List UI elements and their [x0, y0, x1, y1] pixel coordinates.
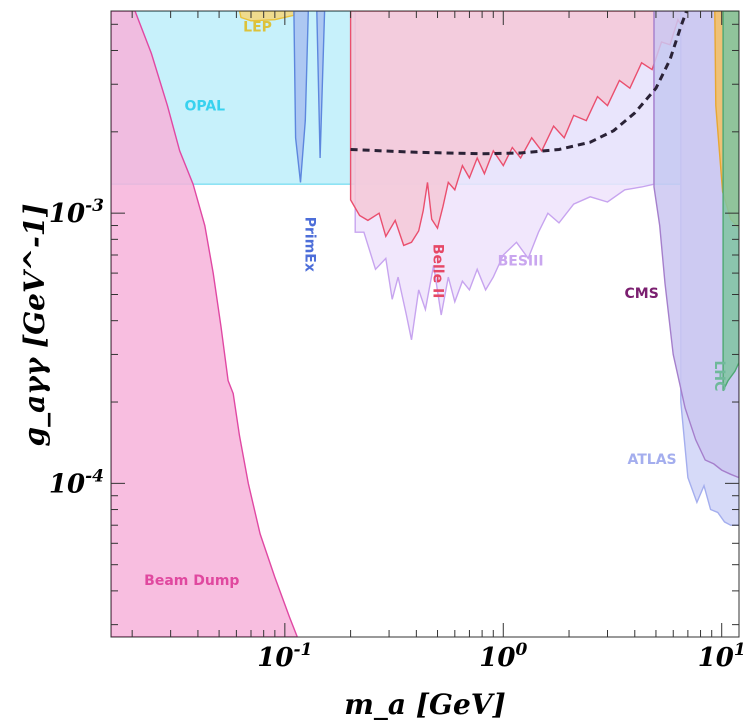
x-tick-label: 101 — [698, 640, 746, 673]
plot-frame — [110, 10, 740, 638]
label-lep: LEP — [243, 20, 272, 36]
region-lhc — [722, 11, 739, 392]
region-beam-dump — [111, 11, 299, 637]
label-lhc: LHC — [711, 360, 727, 391]
x-tick-label: 100 — [479, 640, 527, 673]
label-opal: OPAL — [184, 98, 225, 114]
region-primex — [293, 11, 310, 183]
y-tick-label: 10-4 — [49, 466, 104, 499]
axis-ticks — [111, 11, 739, 637]
label-besiii: BESIII — [498, 254, 544, 270]
label-primex: PrimEx — [301, 217, 317, 272]
exclusion-regions — [111, 11, 739, 637]
projection-curve-group — [350, 11, 688, 156]
region-primex-2 — [316, 11, 326, 159]
projection-curve — [350, 11, 688, 156]
x-tick-label: 10-1 — [257, 640, 312, 673]
label-atlas: ATLAS — [628, 452, 677, 468]
label-cms: CMS — [624, 286, 658, 302]
label-belle-ii: Belle II — [430, 244, 446, 299]
x-axis-title: m_a [GeV] — [344, 688, 505, 720]
label-beam-dump: Beam Dump — [144, 573, 239, 589]
region-belle-ii — [349, 11, 689, 247]
region-lep — [238, 11, 297, 22]
region-labels: LEP OPAL PrimEx Belle II BESIII CMS LHC ATLAS Be… — [144, 20, 727, 590]
y-tick-label: 10-3 — [49, 196, 104, 229]
y-axis-title: g_aγγ [GeV^-1] — [18, 204, 51, 447]
tick-labels: 10-1 100 101 10-3 10-4 — [49, 196, 746, 673]
